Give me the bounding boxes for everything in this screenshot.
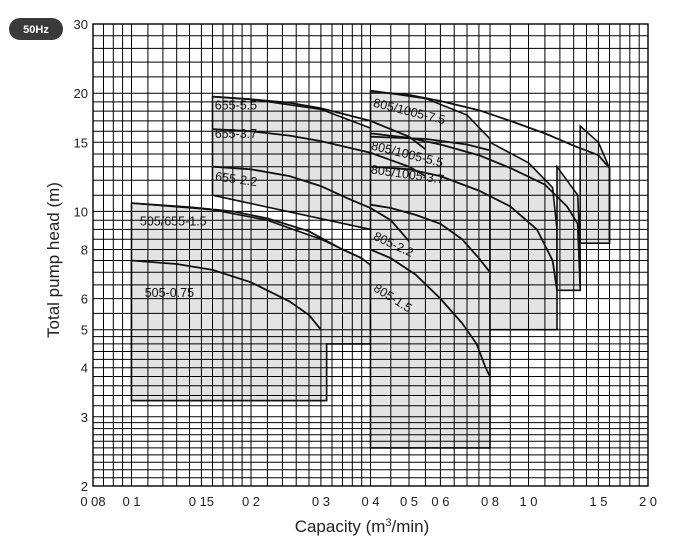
x-tick-label: 0 8 (481, 494, 499, 509)
curve-805-1005-5-5 (370, 132, 582, 288)
curve-label-505-0-75: 505-0.75 (145, 286, 194, 300)
x-axis-ticks: 0 08 0 1 0 15 0 2 0 3 0 4 0 5 0 6 0 8 1 0 1 5 2 0 (80, 494, 657, 509)
y-axis-label: Total pump head (m) (44, 182, 63, 338)
curve-805-1005-low (370, 135, 491, 152)
y-tick-label: 15 (74, 135, 88, 150)
y-tick-label: 2 (81, 479, 88, 494)
y-tick-label: 8 (81, 243, 88, 258)
curve-655-2-2 (212, 165, 410, 242)
badge-50hz: 50Hz (9, 18, 63, 40)
x-tick-label: 0 4 (361, 494, 379, 509)
x-tick-label: 0 15 (189, 494, 214, 509)
805-1-5-region (489, 140, 558, 331)
x-tick-label: 1 0 (519, 494, 537, 509)
curve-805-2-2 (370, 203, 491, 273)
y-tick-label: 4 (81, 361, 88, 376)
y-axis-ticks: 2 3 4 5 6 8 10 15 20 30 (74, 17, 88, 494)
curve-505-655-1-5 (131, 202, 363, 260)
x-tick-label: 0 3 (312, 494, 330, 509)
chart-grid (92, 23, 649, 487)
y-tick-label: 20 (74, 86, 88, 101)
y-tick-label: 30 (74, 17, 88, 32)
curve-655-3-7 (212, 128, 426, 177)
curve-label-655-5-5: 655-5.5 (215, 98, 257, 112)
x-tick-label: 0 1 (122, 494, 140, 509)
x-axis-label: Capacity (m3/min) (295, 517, 430, 536)
curve-label-655-3-7: 655-3.7 (215, 127, 257, 141)
curve-label-655-2-2: 655-2.2 (214, 169, 258, 189)
badge-background (9, 18, 63, 40)
curve-805-1005-3-7 (370, 165, 558, 291)
x-tick-label: 0 6 (431, 494, 449, 509)
x-tick-label: 0 08 (80, 494, 105, 509)
y-tick-label: 3 (81, 410, 88, 425)
curve-505-0-75 (131, 259, 322, 331)
x-tick-label: 2 0 (639, 494, 657, 509)
curve-805-1-5 (370, 248, 491, 377)
y-tick-label: 6 (81, 292, 88, 307)
1005-5-5-region (556, 164, 582, 292)
x-tick-label: 1 5 (589, 494, 607, 509)
x-tick-label: 0 2 (242, 494, 260, 509)
curve-805-1005-7-5 (370, 90, 611, 242)
y-tick-label: 10 (74, 204, 88, 219)
y-tick-label: 5 (81, 323, 88, 338)
plot-frame (92, 23, 649, 487)
badge-label: 50Hz (23, 24, 49, 36)
1005-7-5-region (579, 124, 611, 244)
x-tick-label: 0 5 (400, 494, 418, 509)
curve-655-5-5 (212, 95, 426, 150)
curve-label-505-655-1-5: 505/655-1.5 (140, 215, 207, 229)
